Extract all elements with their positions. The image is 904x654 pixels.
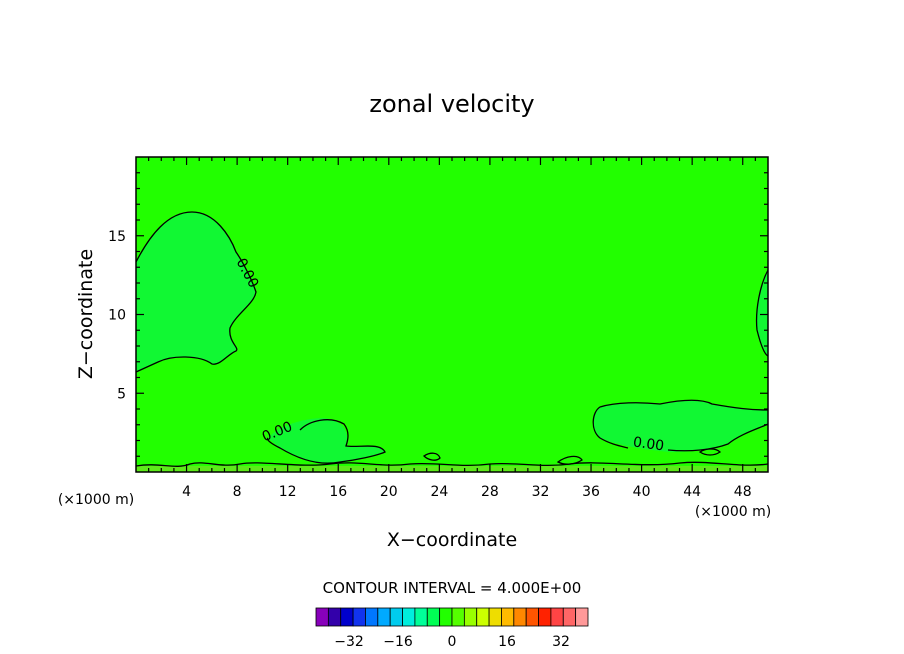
x-tick-label: 16 [329, 484, 347, 500]
x-tick-label: 20 [380, 484, 398, 500]
x-tick-label: 32 [532, 484, 550, 500]
contour-line-lower-right-tail [667, 423, 769, 452]
contour-line-bottom [135, 461, 769, 467]
colorbar-label: −16 [383, 634, 413, 650]
colorbar-swatch [315, 607, 329, 627]
contour-region-upper-left [136, 212, 256, 372]
colorbar-swatch [501, 607, 515, 627]
contour-label: 0.00 [632, 434, 665, 454]
x-tick-label: 12 [279, 484, 297, 500]
contour-interval-text: CONTOUR INTERVAL = 4.000E+00 [323, 579, 582, 597]
x-tick-label: 40 [633, 484, 651, 500]
colorbar-label: 32 [552, 634, 570, 650]
contour-line-lower-right [592, 399, 769, 449]
colorbar-swatch [402, 607, 416, 627]
contour-regions [136, 212, 768, 472]
colorbar-swatch [575, 607, 589, 627]
colorbar-swatch [426, 607, 441, 627]
contour-line-small-blob-1 [422, 452, 441, 461]
colorbar [315, 607, 589, 627]
colorbar-swatch [538, 607, 552, 627]
colorbar-swatch [488, 607, 502, 627]
x-unit-right: (×1000 m) [695, 504, 771, 520]
contour-line-small-blob-3 [698, 448, 722, 456]
colorbar-swatch [414, 607, 428, 627]
x-tick-label: 4 [182, 484, 191, 500]
axis-ticks [136, 157, 768, 472]
y-tick-label: 15 [108, 229, 126, 245]
colorbar-swatch [463, 607, 478, 627]
contour-line-upper-left [135, 211, 257, 373]
plot-area: 0.000.00 0.00 [135, 156, 769, 473]
x-unit-left: (×1000 m) [58, 492, 134, 508]
x-axis-label: X−coordinate [387, 529, 517, 551]
x-tick-label: 8 [233, 484, 242, 500]
colorbar-swatch [340, 607, 354, 627]
y-tick-label: 10 [108, 308, 126, 324]
colorbar-label: −32 [334, 634, 364, 650]
y-tick-labels: 5 10 15 [108, 229, 126, 403]
colorbar-labels: −32 −16 0 16 32 [334, 634, 570, 650]
colorbar-swatch [439, 607, 453, 627]
contour-line-right-edge [755, 269, 769, 357]
y-tick-label: 5 [117, 386, 126, 402]
contour-region-right-edge [756, 270, 768, 356]
x-tick-label: 48 [734, 484, 752, 500]
x-tick-label: 24 [430, 484, 448, 500]
x-tick-label: 28 [481, 484, 499, 500]
colorbar-swatch [352, 607, 366, 627]
y-axis-label: Z−coordinate [75, 249, 97, 379]
contour-region-lower-mid [268, 418, 385, 464]
contour-region-lower-right [593, 400, 768, 452]
x-tick-labels: 4 8 12 16 20 24 28 32 36 40 44 48 [182, 484, 752, 500]
colorbar-swatch [451, 607, 465, 627]
colorbar-swatch [513, 607, 527, 627]
contour-lines [135, 211, 769, 467]
colorbar-swatch [365, 607, 379, 627]
colorbar-swatch [377, 607, 391, 627]
colorbar-label: 0 [448, 634, 457, 650]
colorbar-label: 16 [498, 634, 516, 650]
contour-line-small-blob-2 [556, 455, 583, 465]
colorbar-swatch [550, 607, 564, 627]
chart-title: zonal velocity [369, 90, 534, 118]
colorbar-swatch [562, 607, 577, 627]
colorbar-swatch [327, 607, 342, 627]
colorbar-swatch [525, 607, 539, 627]
contour-line-lower-mid [266, 419, 386, 464]
colorbar-swatch [389, 607, 403, 627]
colorbar-swatch [476, 607, 490, 627]
x-tick-label: 44 [683, 484, 701, 500]
x-tick-label: 36 [582, 484, 600, 500]
